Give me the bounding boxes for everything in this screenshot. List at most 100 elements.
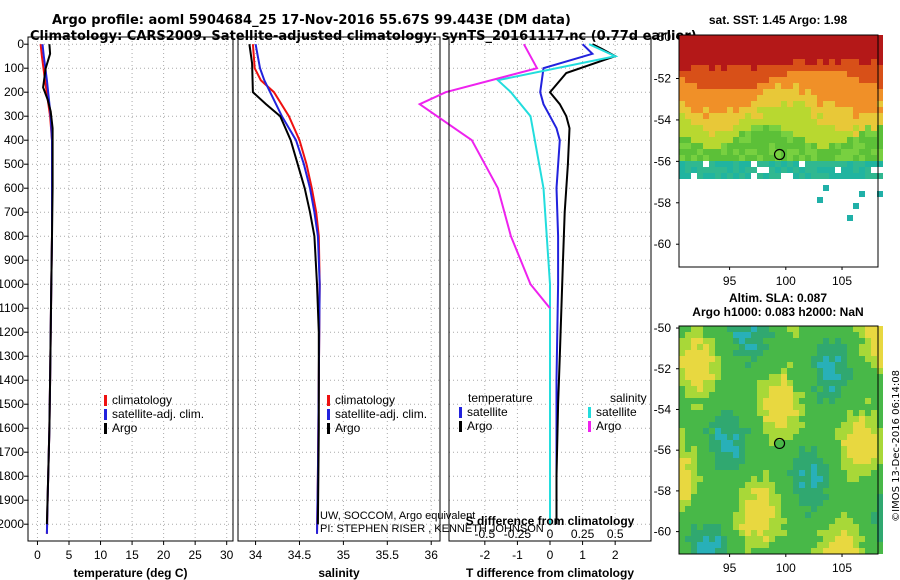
map-cell — [823, 119, 829, 125]
map-cell — [829, 524, 835, 530]
map-cell — [691, 470, 697, 476]
map-cell — [829, 65, 835, 71]
map-cell — [781, 422, 787, 428]
map-cell — [805, 392, 811, 398]
map-cell — [793, 386, 799, 392]
map-cell — [823, 440, 829, 446]
map-cell — [685, 422, 691, 428]
map-cell — [751, 107, 757, 113]
legend-swatch — [104, 423, 107, 434]
map-cell — [811, 53, 817, 59]
map-cell — [679, 338, 685, 344]
map-cell — [745, 167, 751, 173]
map-cell — [727, 173, 733, 179]
map-cell — [751, 131, 757, 137]
map-cell — [721, 350, 727, 356]
map-cell — [763, 458, 769, 464]
map-cell — [751, 446, 757, 452]
map-cell — [697, 476, 703, 482]
map-cell — [775, 59, 781, 65]
map-cell — [799, 143, 805, 149]
map-cell — [763, 53, 769, 59]
map-cell — [679, 464, 685, 470]
map-cell — [877, 548, 883, 554]
map-cell — [835, 494, 841, 500]
map-cell — [715, 326, 721, 332]
map-cell — [817, 155, 823, 161]
map-cell — [865, 119, 871, 125]
map-cell — [859, 143, 865, 149]
map-cell — [751, 113, 757, 119]
map-cell — [823, 89, 829, 95]
map-cell — [865, 506, 871, 512]
map-cell — [859, 452, 865, 458]
map-cell — [697, 167, 703, 173]
map-cell — [847, 113, 853, 119]
map-cell — [859, 191, 865, 197]
map-cell — [763, 404, 769, 410]
map-cell — [727, 374, 733, 380]
map-cell — [811, 89, 817, 95]
map-cell — [853, 428, 859, 434]
map-cell — [679, 512, 685, 518]
map-cell — [781, 398, 787, 404]
map-cell — [841, 416, 847, 422]
map-cell — [733, 149, 739, 155]
map-cell — [733, 512, 739, 518]
series-line-temperature-argo — [42, 44, 54, 525]
map-cell — [877, 89, 883, 95]
map-cell — [823, 113, 829, 119]
map-cell — [817, 524, 823, 530]
map-cell — [841, 506, 847, 512]
map-cell — [685, 131, 691, 137]
map-cell — [871, 59, 877, 65]
map-cell — [781, 137, 787, 143]
map-cell — [763, 374, 769, 380]
map-cell — [871, 428, 877, 434]
map-cell — [823, 542, 829, 548]
map-cell — [817, 131, 823, 137]
map-cell — [859, 524, 865, 530]
map-cell — [859, 155, 865, 161]
map-cell — [727, 41, 733, 47]
map-cell — [871, 536, 877, 542]
map-cell — [859, 53, 865, 59]
map-cell — [763, 326, 769, 332]
map-cell — [805, 374, 811, 380]
map-cell — [847, 494, 853, 500]
map-cell — [859, 542, 865, 548]
y-tick-label: 300 — [4, 109, 24, 123]
map-cell — [829, 452, 835, 458]
map-cell — [757, 350, 763, 356]
map-cell — [835, 464, 841, 470]
map-cell — [847, 53, 853, 59]
map-cell — [757, 446, 763, 452]
map-cell — [841, 95, 847, 101]
map-cell — [829, 458, 835, 464]
map-cell — [691, 77, 697, 83]
map-cell — [853, 506, 859, 512]
map-cell — [775, 548, 781, 554]
map-cell — [877, 71, 883, 77]
map-cell — [865, 95, 871, 101]
map-cell — [703, 386, 709, 392]
map-cell — [823, 386, 829, 392]
y-tick-label: 1500 — [0, 397, 24, 411]
map-cell — [811, 344, 817, 350]
map-cell — [775, 506, 781, 512]
map-cell — [775, 512, 781, 518]
map-cell — [859, 107, 865, 113]
map-cell — [829, 59, 835, 65]
map-cell — [847, 119, 853, 125]
map-cell — [793, 173, 799, 179]
map-cell — [709, 464, 715, 470]
map-cell — [865, 332, 871, 338]
map-cell — [877, 374, 883, 380]
map-cell — [817, 83, 823, 89]
map-cell — [805, 362, 811, 368]
map-cell — [721, 59, 727, 65]
map-cell — [871, 506, 877, 512]
map-cell — [835, 422, 841, 428]
map-cell — [727, 35, 733, 41]
map-cell — [709, 131, 715, 137]
